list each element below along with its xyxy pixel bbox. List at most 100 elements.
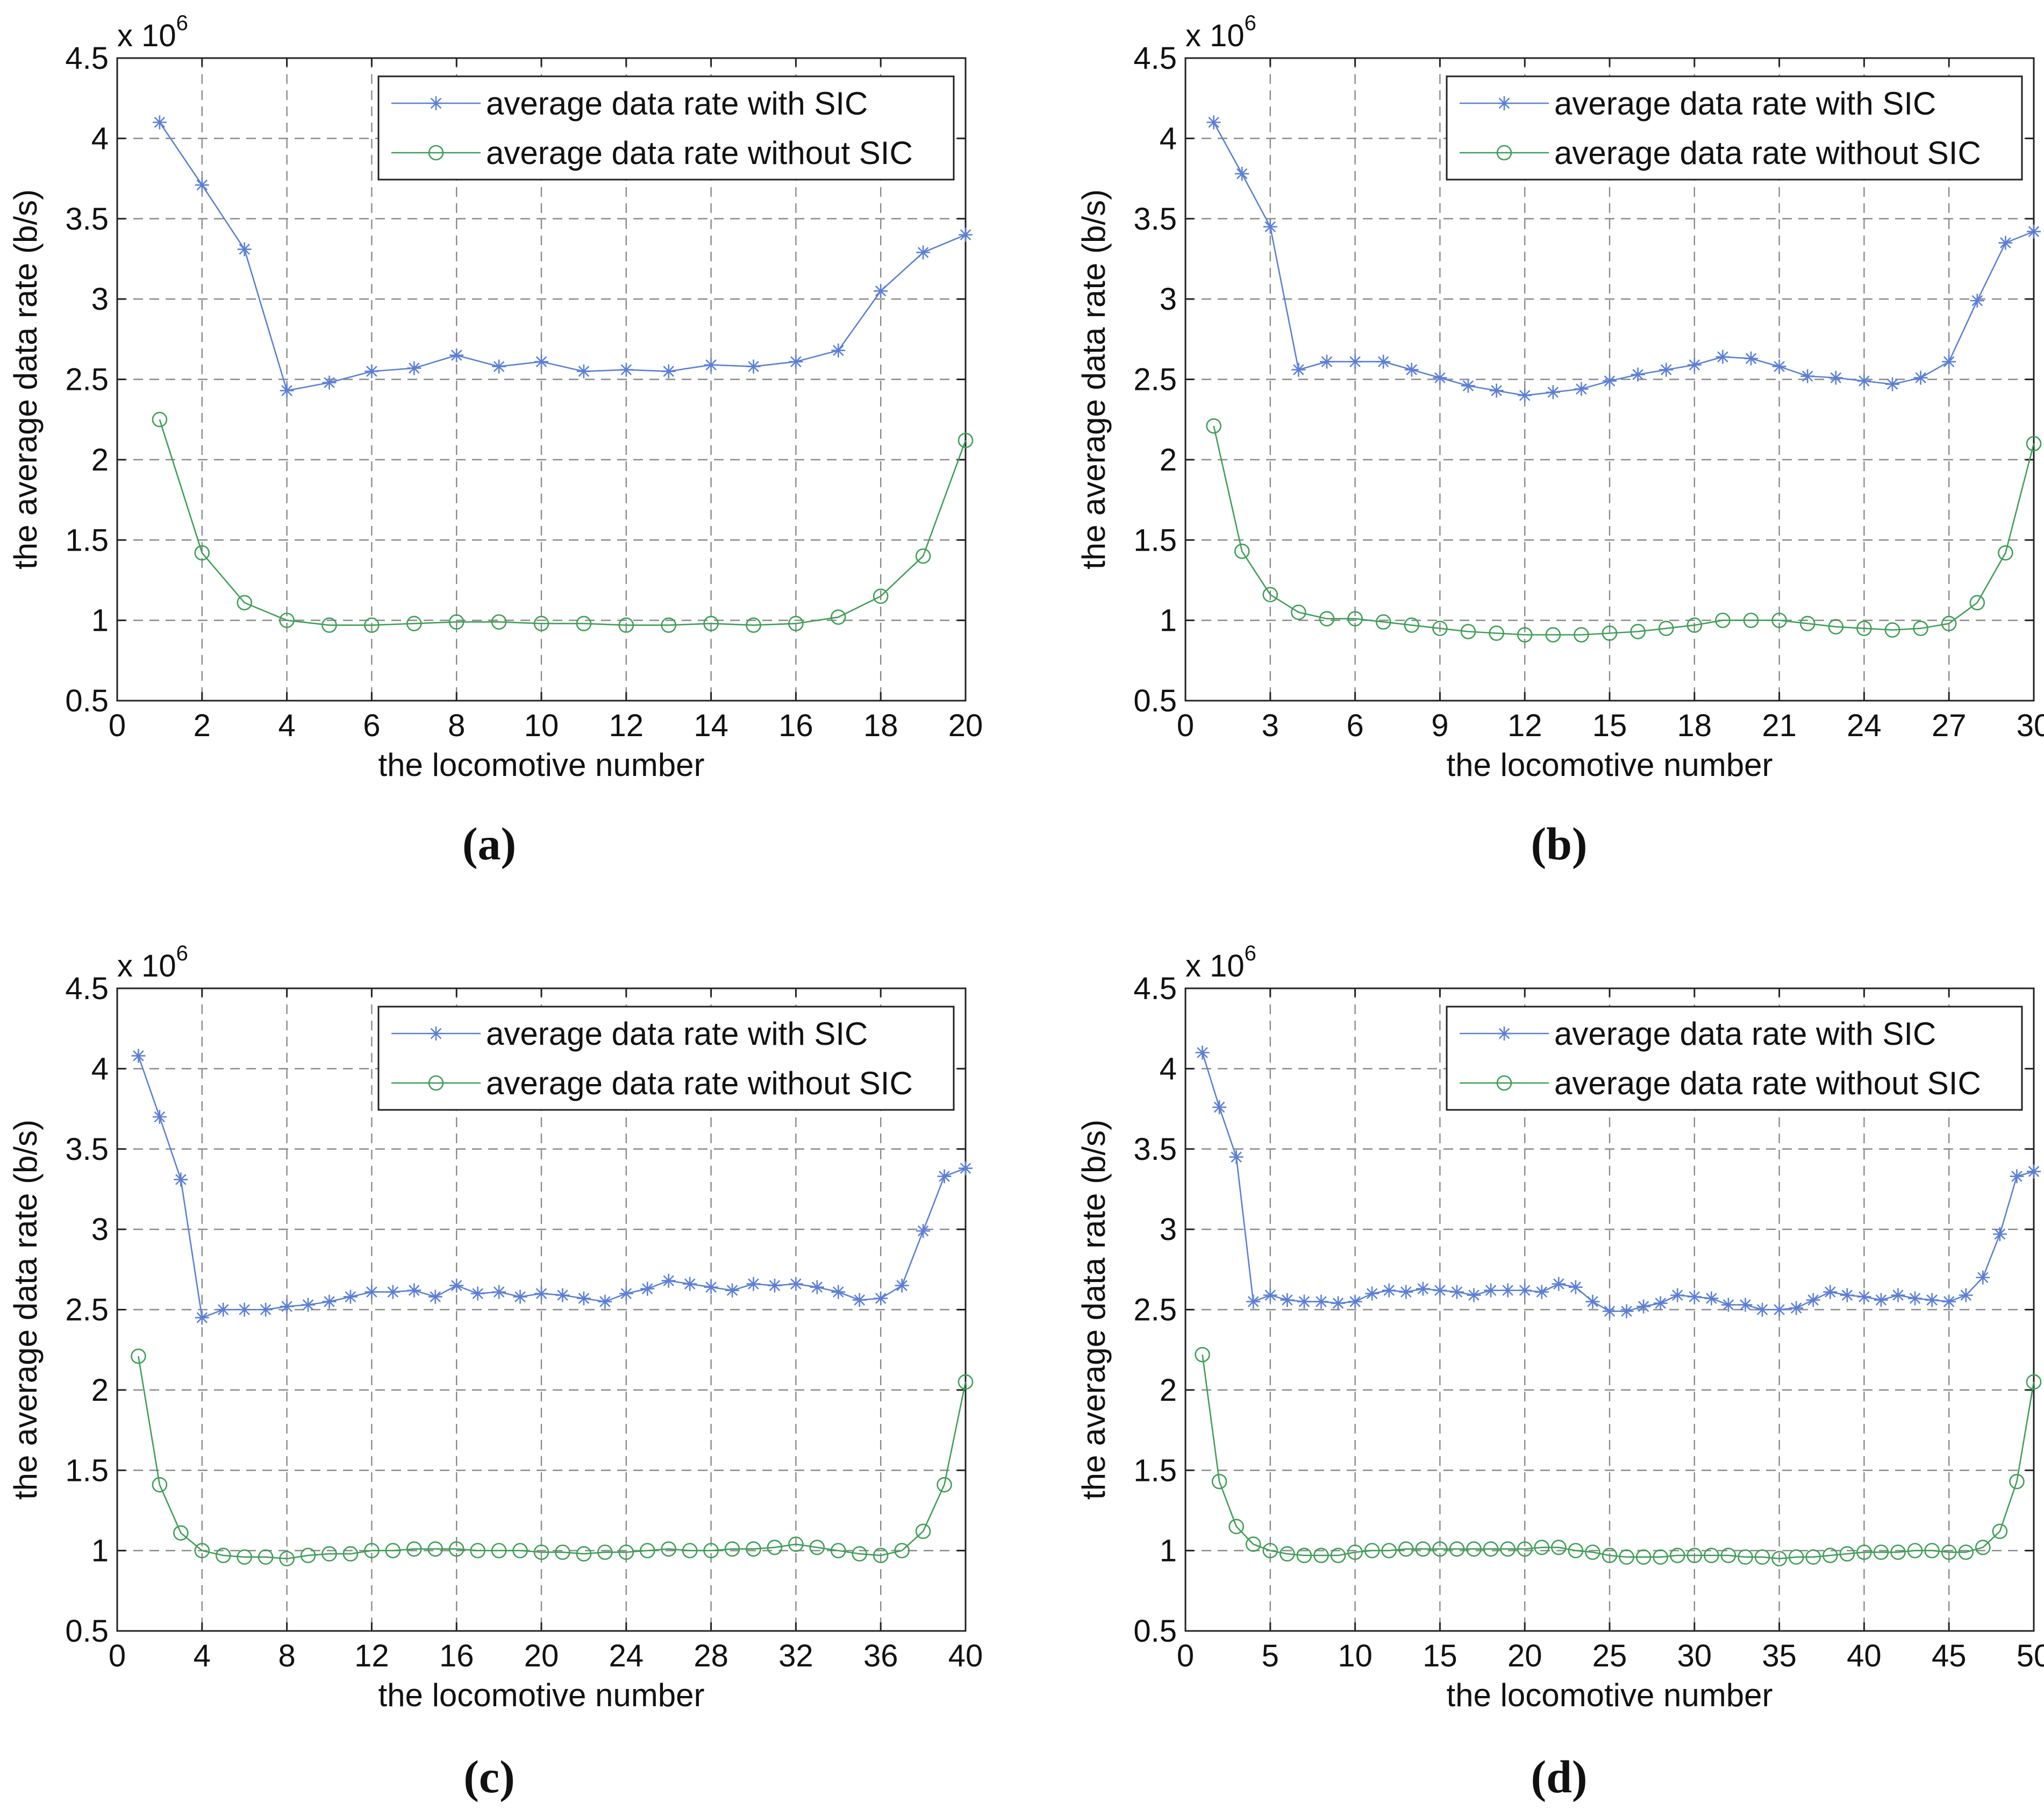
data-point xyxy=(1857,374,1871,388)
x-axis-label: the locomotive number xyxy=(378,747,705,783)
data-point xyxy=(1799,616,1816,631)
data-point xyxy=(1449,1285,1464,1299)
data-point xyxy=(1416,1281,1430,1296)
data-point xyxy=(2009,1473,2025,1490)
data-point xyxy=(1738,1549,1753,1565)
data-point xyxy=(216,1302,231,1317)
legend-marker xyxy=(1496,145,1512,161)
series-without-sic xyxy=(1206,418,2042,643)
x-tick-label: 10 xyxy=(524,708,559,743)
data-point xyxy=(1669,1548,1685,1563)
x-tick-label: 35 xyxy=(1762,1638,1797,1673)
y-tick-label: 3.5 xyxy=(65,1132,109,1167)
data-point xyxy=(1743,612,1759,628)
y-tick-label: 2.5 xyxy=(65,1293,109,1328)
legend-entry-label: average data rate without SIC xyxy=(1554,135,1981,171)
data-point xyxy=(1704,1548,1719,1563)
data-point xyxy=(1433,1283,1447,1298)
data-point xyxy=(1382,1283,1396,1298)
data-point xyxy=(1517,1541,1533,1557)
data-point xyxy=(194,545,210,561)
data-point xyxy=(152,1477,168,1493)
data-point xyxy=(1348,354,1362,369)
data-point xyxy=(1461,379,1475,393)
data-point xyxy=(661,617,676,633)
x-tick-label: 14 xyxy=(694,708,728,743)
data-point xyxy=(1890,1544,1906,1560)
data-point xyxy=(365,1285,379,1299)
x-tick-label: 30 xyxy=(1677,1638,1712,1673)
data-point xyxy=(1603,374,1617,388)
x-axis-label: the locomotive number xyxy=(378,1677,705,1713)
data-point xyxy=(915,1523,931,1540)
data-point xyxy=(1619,1549,1634,1565)
y-tick-label: 4.5 xyxy=(1133,41,1177,76)
data-point xyxy=(1432,621,1448,636)
data-point xyxy=(1857,1289,1871,1304)
legend-marker xyxy=(1496,1075,1512,1091)
data-point xyxy=(470,1543,485,1558)
data-point xyxy=(1806,1293,1820,1307)
data-point xyxy=(1653,1549,1668,1565)
y-tick-label: 3 xyxy=(91,282,109,317)
data-point xyxy=(237,1302,252,1317)
data-point xyxy=(1873,1544,1889,1560)
data-point xyxy=(1738,1298,1753,1312)
data-point xyxy=(365,364,379,379)
data-point xyxy=(513,1289,527,1304)
y-multiplier-label: x 106 xyxy=(1185,11,1256,53)
data-point xyxy=(1885,377,1899,391)
data-point xyxy=(449,1278,464,1293)
data-point xyxy=(1631,367,1645,382)
data-point xyxy=(1432,1541,1448,1557)
data-point xyxy=(533,1544,549,1560)
data-point xyxy=(1348,1294,1362,1309)
data-point xyxy=(428,1289,442,1304)
data-point xyxy=(576,364,591,379)
data-point xyxy=(1518,1283,1532,1298)
data-point xyxy=(1789,1301,1804,1315)
data-point xyxy=(1856,1544,1872,1560)
chart-panel-3: 0 4 8 12 16 20 24 28 32 36 40 0.5 1 1.5 2 2.5 3 3.5 4 4.5x … xyxy=(8,942,983,1802)
data-point xyxy=(1262,1543,1278,1558)
data-point xyxy=(597,1544,613,1560)
chart-panel-2: 0 3 6 9 12 15 18 21 24 27 30 0.5 1 1.5 2 2.5 3 3.5 4 4.5x 1… xyxy=(1076,11,2044,870)
data-point xyxy=(1246,1294,1261,1309)
x-tick-label: 21 xyxy=(1762,708,1797,743)
data-point xyxy=(2026,1374,2042,1390)
data-point xyxy=(321,1546,337,1562)
data-point xyxy=(1518,388,1532,403)
data-point xyxy=(1320,354,1334,369)
data-point xyxy=(1319,611,1335,626)
legend-entry-label: average data rate with SIC xyxy=(486,85,868,122)
data-point xyxy=(831,343,846,358)
data-point xyxy=(301,1298,316,1312)
x-tick-label: 18 xyxy=(863,708,898,743)
x-tick-label: 0 xyxy=(109,1638,126,1673)
data-point xyxy=(1687,1289,1702,1304)
data-point xyxy=(1771,612,1787,628)
data-point xyxy=(2027,1164,2041,1179)
data-point xyxy=(704,1280,718,1294)
data-point xyxy=(1856,621,1872,636)
series-with-sic xyxy=(1206,115,2041,403)
data-point xyxy=(746,359,761,374)
data-point xyxy=(1195,1346,1210,1363)
data-point xyxy=(1659,362,1674,377)
data-point xyxy=(1212,1100,1227,1115)
data-point xyxy=(1574,382,1589,396)
data-point xyxy=(1466,1541,1482,1557)
data-point xyxy=(1686,617,1703,633)
panel-caption: (a) xyxy=(462,818,516,870)
data-point xyxy=(2010,1169,2024,1184)
y-tick-label: 1.5 xyxy=(65,523,109,558)
data-point xyxy=(152,115,167,130)
data-point xyxy=(1534,1285,1549,1299)
data-point xyxy=(1822,1548,1838,1563)
data-point xyxy=(1534,1540,1550,1555)
data-point xyxy=(1280,1546,1295,1562)
y-tick-label: 3.5 xyxy=(1133,202,1177,237)
data-point xyxy=(343,1289,358,1304)
legend: average data rate with SIC average data r… xyxy=(377,75,955,181)
